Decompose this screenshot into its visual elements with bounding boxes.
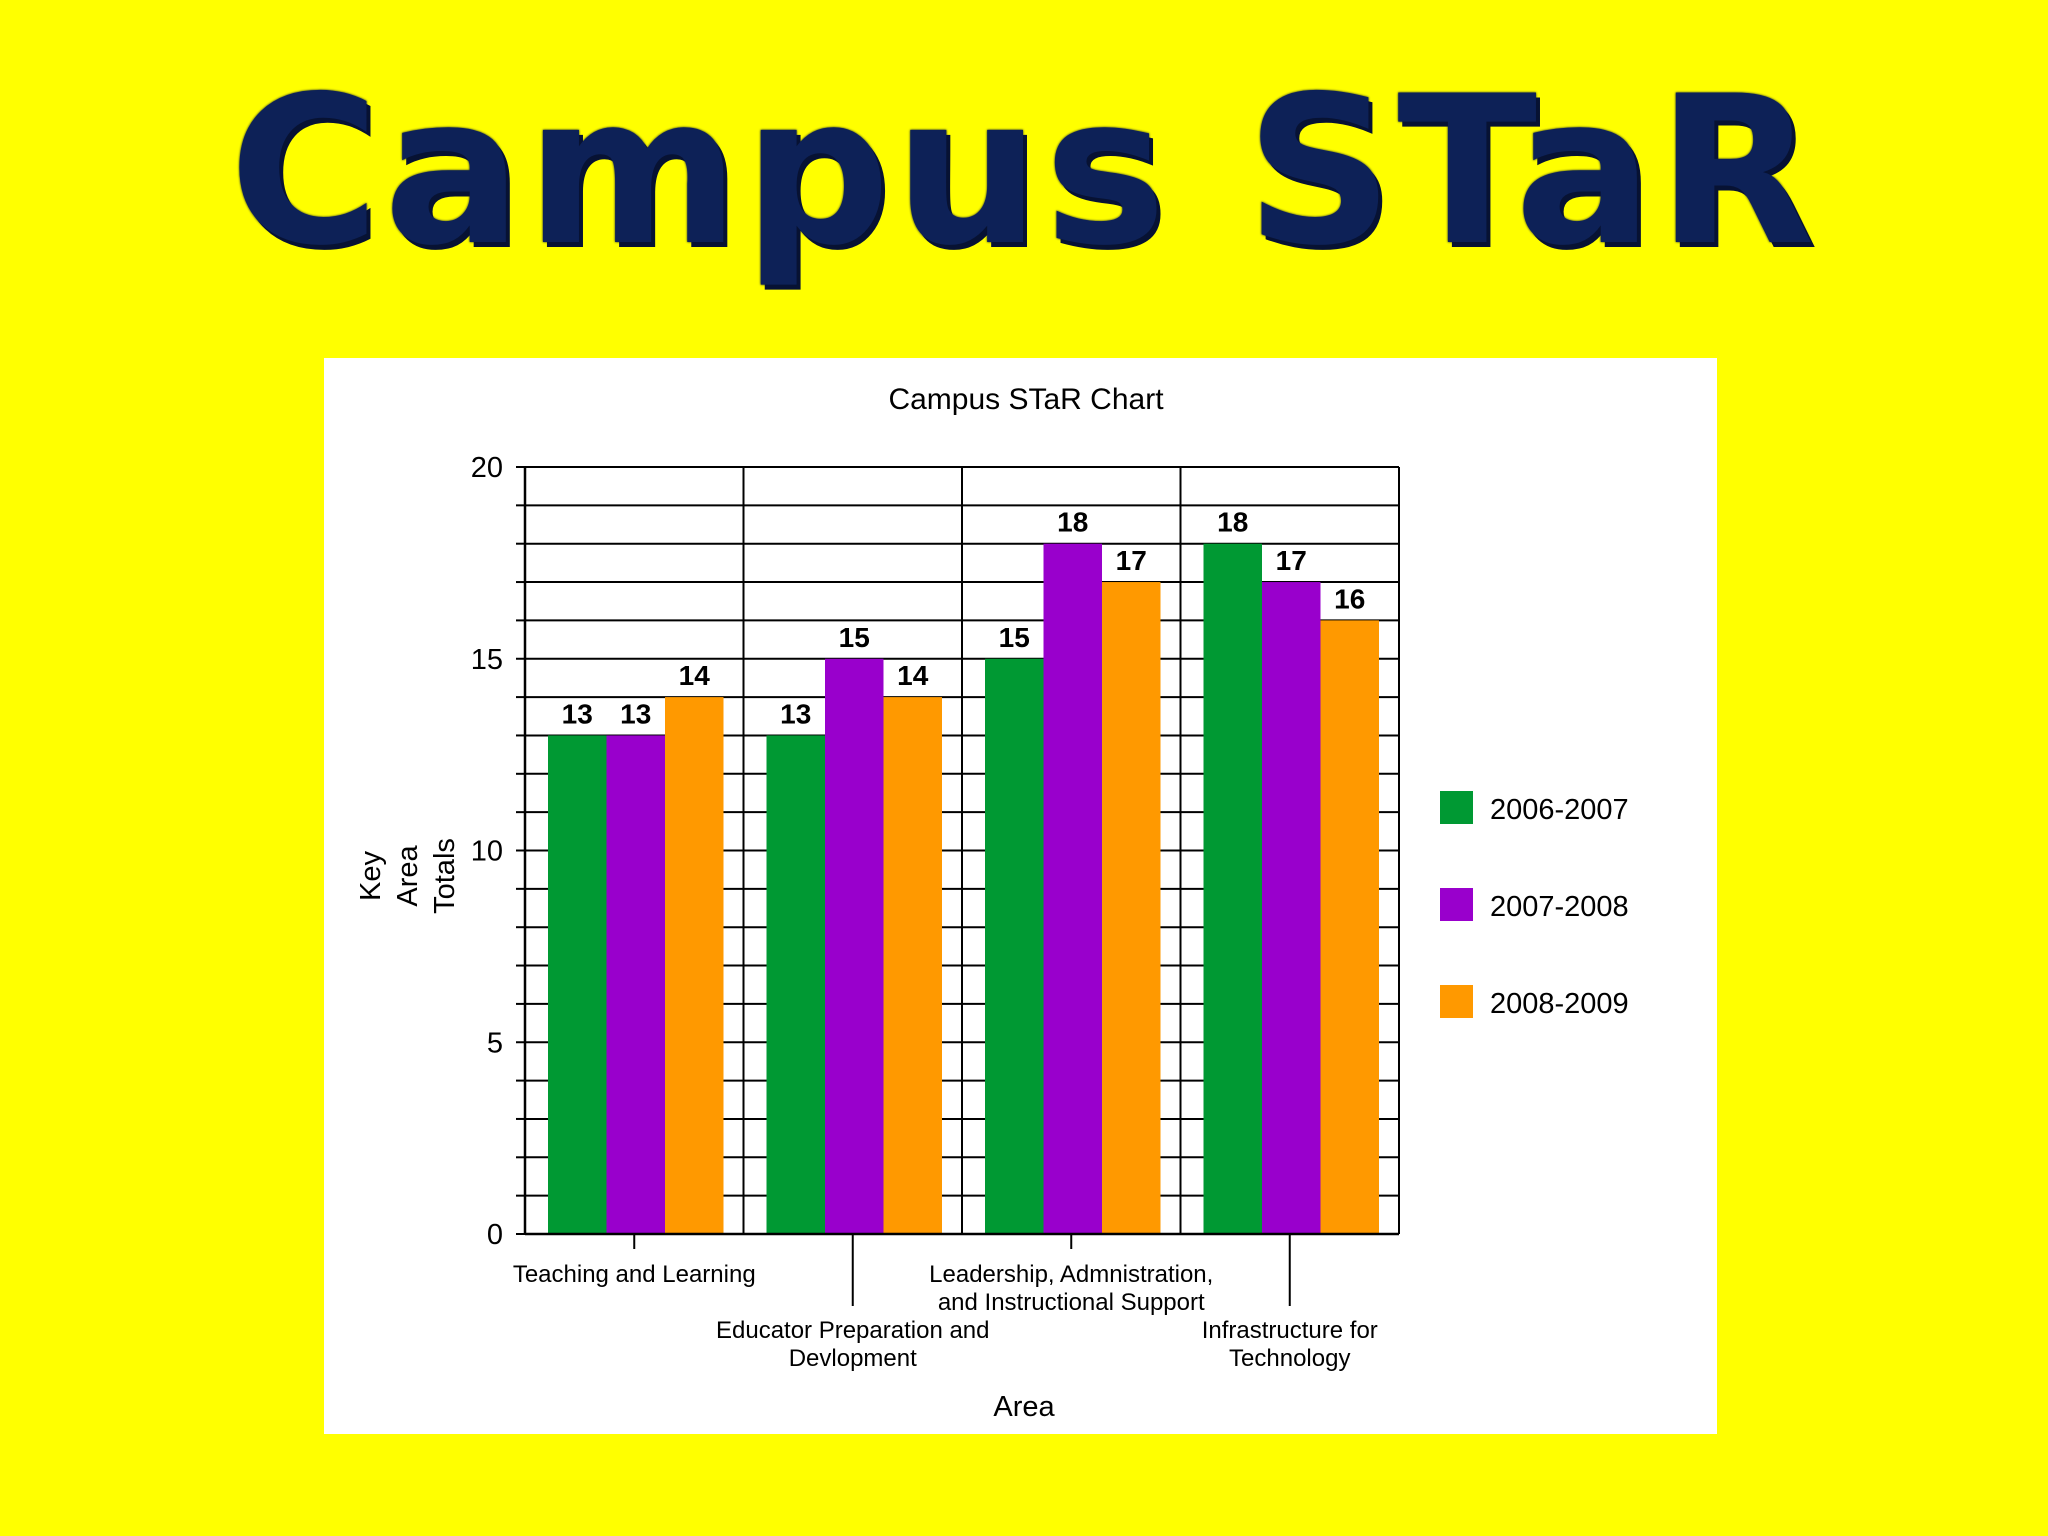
x-tick-label: and Instructional Support <box>938 1289 1205 1316</box>
data-label: 17 <box>1116 545 1147 576</box>
bar <box>665 697 724 1234</box>
data-label: 18 <box>1217 507 1248 538</box>
bar <box>548 735 607 1234</box>
y-tick-label: 0 <box>487 1219 503 1251</box>
chart-panel: Campus STaR Chart 13 13 15 18 13 15 18 17 14 14 17… <box>324 358 1717 1434</box>
y-axis-title: Key Area Totals <box>355 838 461 914</box>
bar <box>766 735 825 1234</box>
x-tick-label: Leadership, Admnistration, <box>929 1261 1213 1288</box>
x-tick-label: Educator Preparation and <box>716 1317 990 1344</box>
y-axis-title-text: Key Area Totals <box>355 838 461 914</box>
legend: 2006-2007 2007-2008 2008-2009 <box>1440 791 1629 1020</box>
y-tick-label: 15 <box>471 644 503 676</box>
bar <box>606 735 665 1234</box>
y-tick-label: 10 <box>471 836 503 868</box>
data-label: 16 <box>1334 583 1365 614</box>
legend-label: 2007-2008 <box>1490 891 1629 923</box>
y-tick-label: 5 <box>487 1027 503 1059</box>
x-axis-title: Area <box>993 1391 1055 1423</box>
y-tick-label: 20 <box>471 452 503 484</box>
legend-swatch <box>1440 985 1473 1018</box>
slide-title: Campus STaR <box>229 53 1819 291</box>
bar <box>825 658 884 1234</box>
data-label: 13 <box>780 698 811 729</box>
x-tick-label: Teaching and Learning <box>513 1261 756 1288</box>
y-axis-title-word: Key <box>355 851 387 901</box>
bar-chart: Campus STaR Chart 13 13 15 18 13 15 18 17 14 14 17… <box>355 383 1629 1423</box>
bar <box>883 697 942 1234</box>
x-tick-label: Devlopment <box>789 1345 917 1372</box>
data-label: 13 <box>562 698 593 729</box>
bar <box>1320 620 1379 1234</box>
labels-layer: 13 13 15 18 13 15 18 17 14 14 17 16 0 5 10 15 20 Teaching… <box>471 452 1378 1372</box>
chart-title: Campus STaR Chart <box>888 383 1164 416</box>
legend-label: 2006-2007 <box>1490 794 1629 826</box>
legend-swatch <box>1440 791 1473 824</box>
bars-layer <box>548 543 1379 1234</box>
data-label: 15 <box>999 622 1030 653</box>
bar <box>1203 543 1262 1234</box>
data-label: 18 <box>1057 507 1088 538</box>
bar <box>1262 582 1321 1234</box>
bar <box>1043 543 1102 1234</box>
y-axis-title-word: Totals <box>429 838 461 914</box>
x-tick-label: Technology <box>1229 1345 1350 1372</box>
data-label: 15 <box>839 622 870 653</box>
data-label: 17 <box>1276 545 1307 576</box>
legend-swatch <box>1440 888 1473 921</box>
bar <box>985 658 1044 1234</box>
data-label: 14 <box>897 660 929 691</box>
data-label: 13 <box>620 698 651 729</box>
y-axis-title-word: Area <box>392 845 424 907</box>
legend-label: 2008-2009 <box>1490 988 1629 1020</box>
axes-layer <box>516 466 1399 1306</box>
bar <box>1102 582 1161 1234</box>
data-label: 14 <box>679 660 711 691</box>
x-tick-label: Infrastructure for <box>1202 1317 1378 1344</box>
